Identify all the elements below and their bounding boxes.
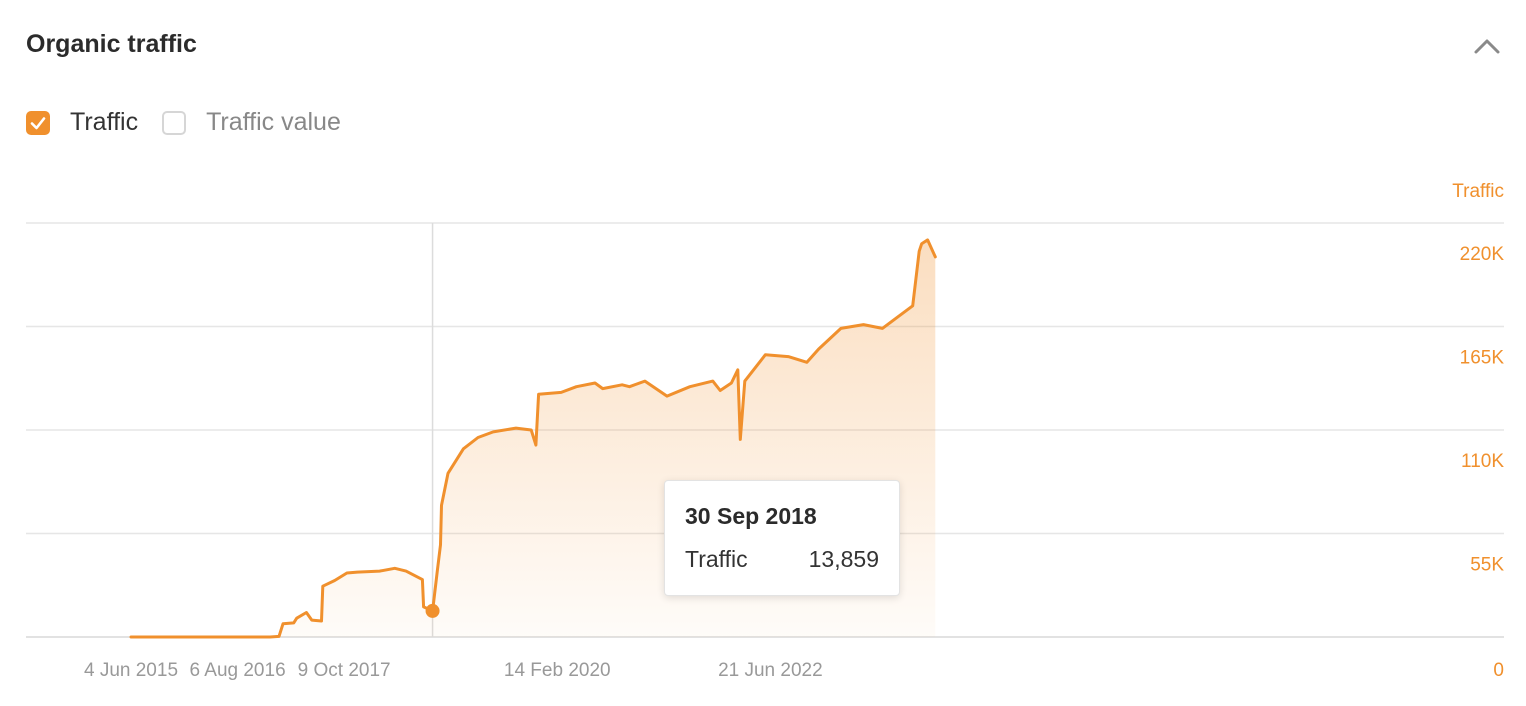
x-tick-label: 9 Oct 2017 bbox=[298, 660, 391, 681]
traffic-line bbox=[129, 238, 937, 639]
y-tick-label: 220K bbox=[1460, 244, 1505, 265]
tooltip-series-label: Traffic bbox=[685, 546, 748, 572]
x-tick-label: 14 Feb 2020 bbox=[504, 660, 611, 681]
tooltip-date: 30 Sep 2018 bbox=[685, 503, 817, 529]
traffic-value-toggle-label: Traffic value bbox=[206, 108, 341, 136]
traffic-value-toggle[interactable]: Traffic value bbox=[162, 108, 341, 137]
panel-title: Organic traffic bbox=[26, 30, 197, 58]
y-tick-label: 110K bbox=[1461, 451, 1504, 472]
traffic-toggle-label: Traffic bbox=[70, 108, 139, 136]
hover-point-marker bbox=[425, 603, 440, 618]
y-tick-label: 55K bbox=[1470, 555, 1504, 576]
traffic-toggle[interactable]: Traffic bbox=[26, 108, 138, 137]
collapse-button[interactable] bbox=[1470, 30, 1504, 60]
tooltip-row: Traffic 13,859 bbox=[685, 546, 879, 573]
series-toggle-group: Traffic Traffic value bbox=[26, 108, 365, 137]
x-tick-label: 4 Jun 2015 bbox=[84, 660, 178, 681]
chart-tooltip: 30 Sep 2018 Traffic 13,859 bbox=[664, 480, 900, 596]
checkmark-icon bbox=[30, 116, 46, 129]
x-tick-label: 21 Jun 2022 bbox=[718, 660, 823, 681]
tooltip-value: 13,859 bbox=[808, 546, 879, 572]
y-axis-title: Traffic bbox=[1452, 181, 1504, 202]
traffic-checkbox[interactable] bbox=[26, 110, 50, 135]
y-tick-label: 0 bbox=[1493, 660, 1504, 681]
y-tick-label: 165K bbox=[1460, 348, 1505, 369]
x-tick-label: 6 Aug 2016 bbox=[189, 660, 285, 681]
chevron-up-icon bbox=[1474, 39, 1500, 54]
traffic-value-checkbox[interactable] bbox=[162, 110, 187, 135]
